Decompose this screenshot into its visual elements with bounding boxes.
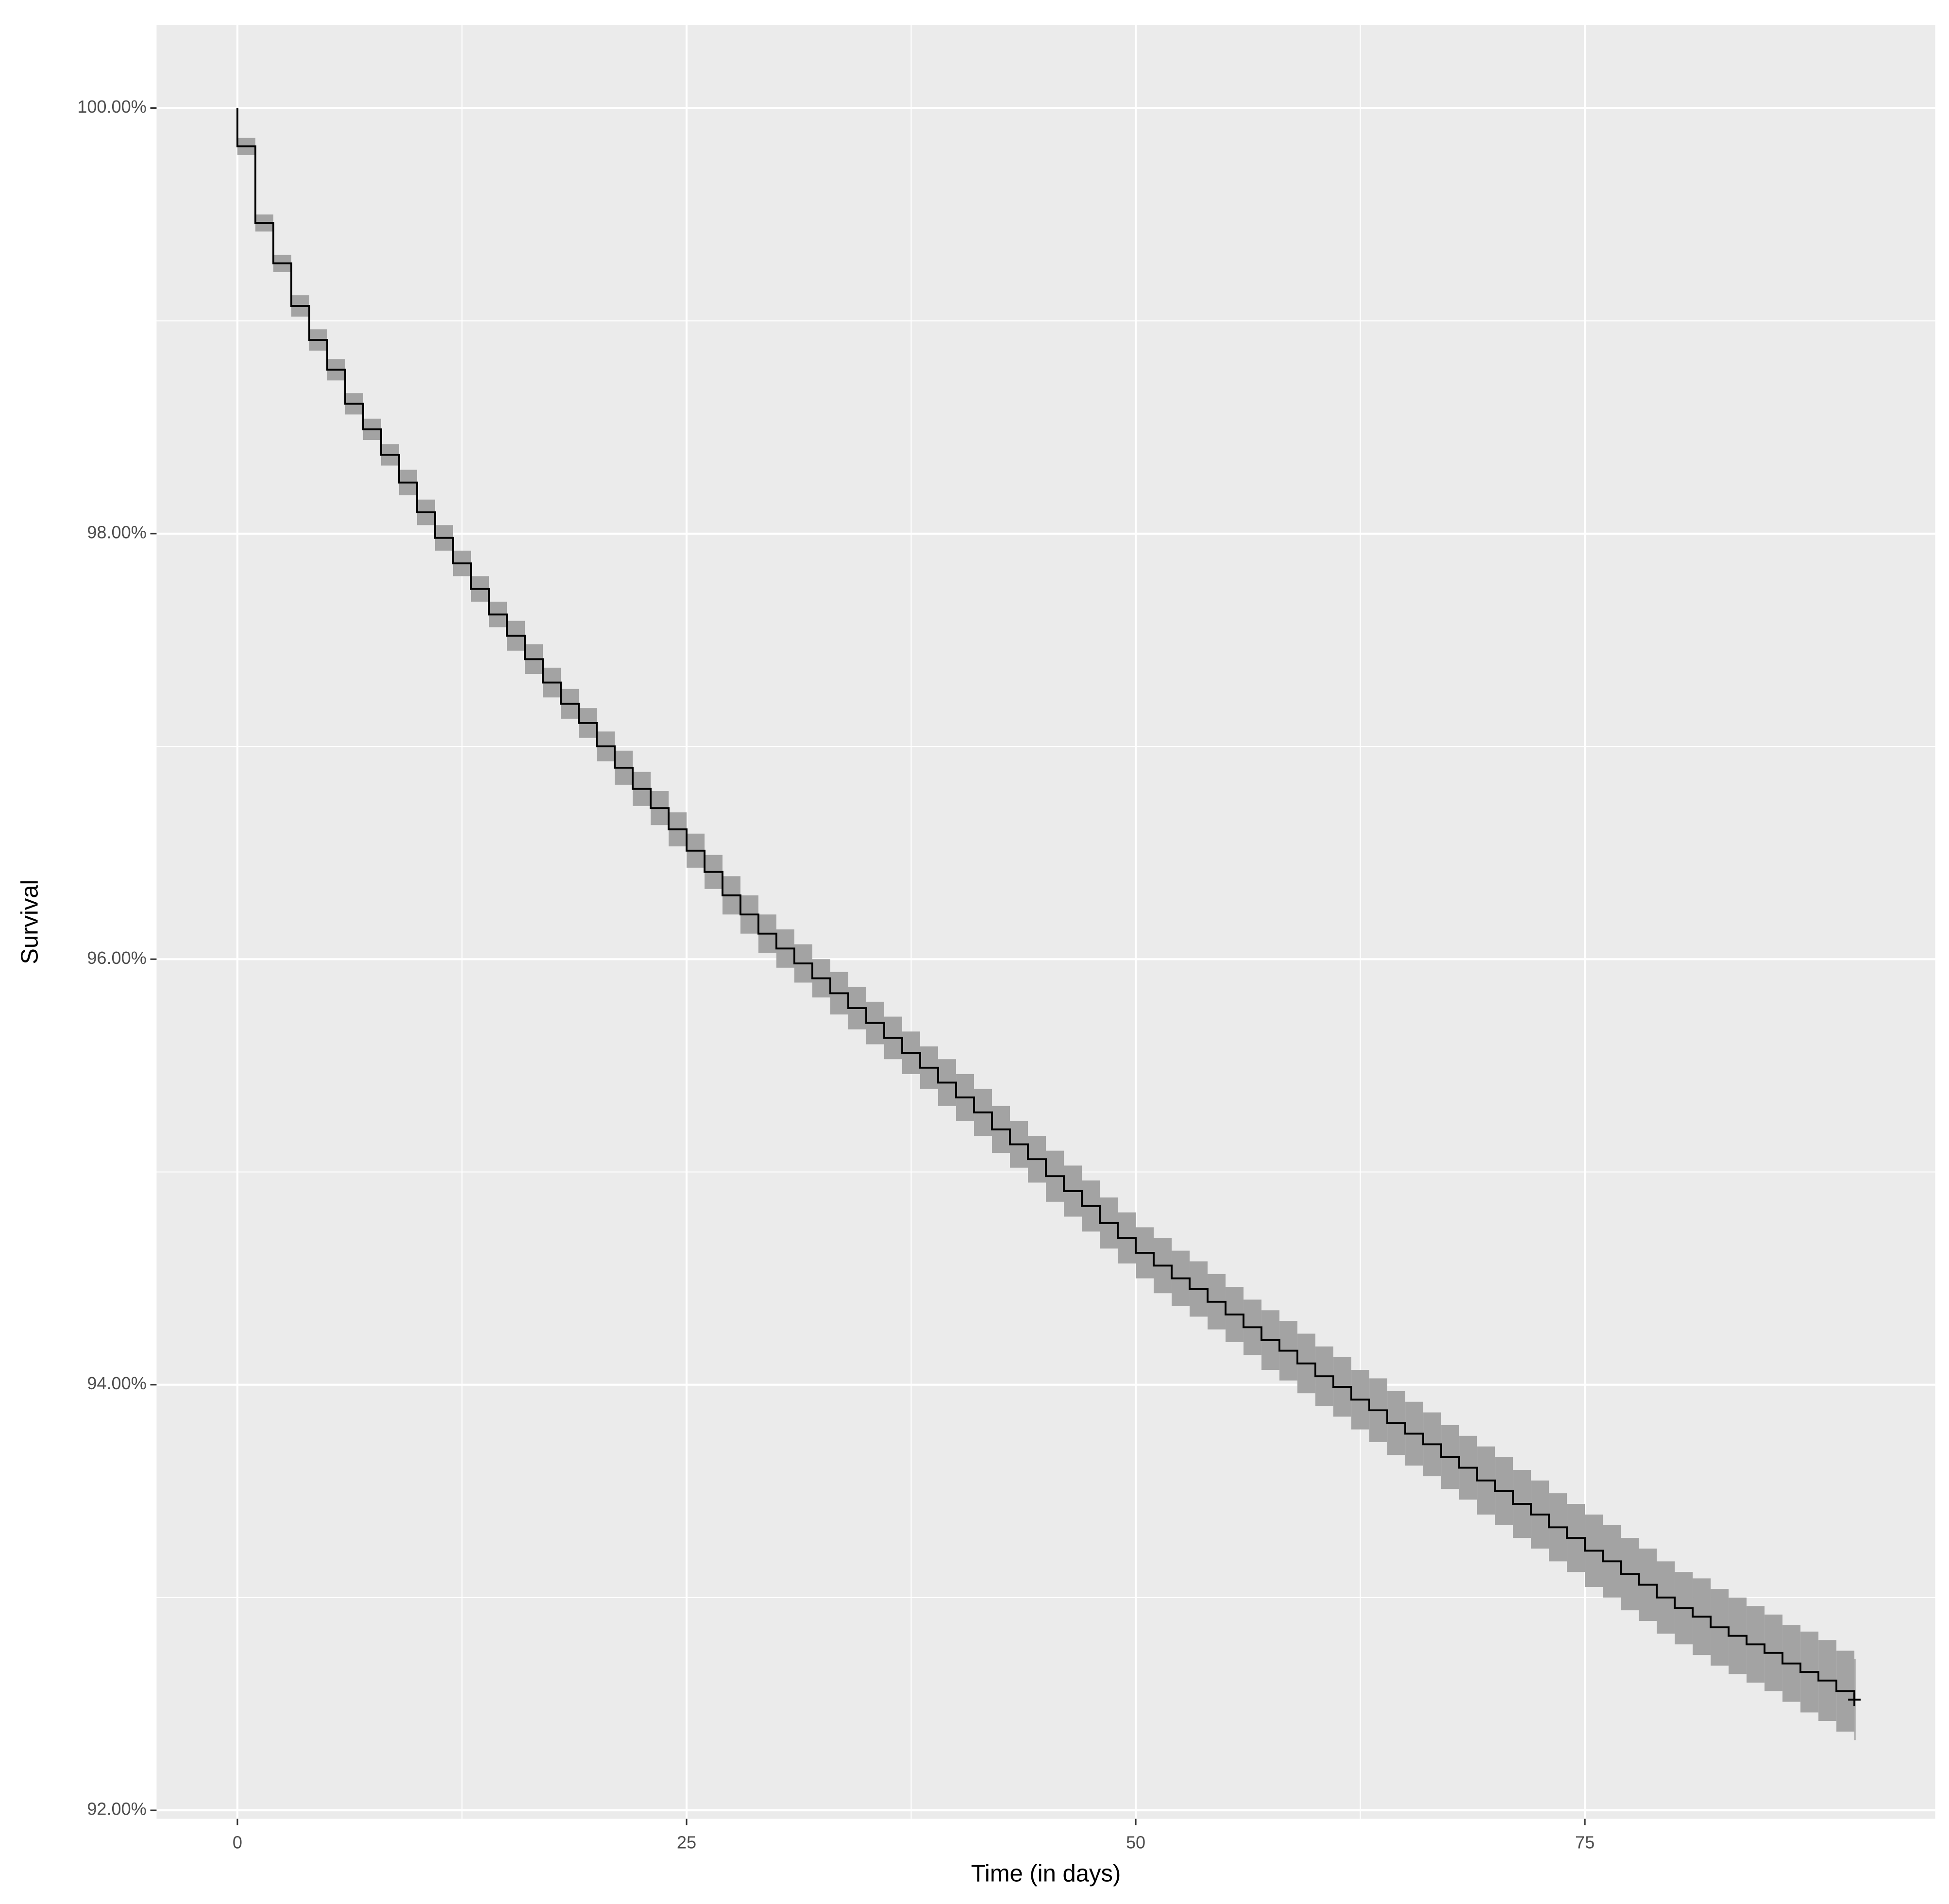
x-tick-label: 0	[233, 1833, 242, 1853]
y-axis-title: Survival	[17, 879, 43, 964]
y-tick-label: 92.00%	[87, 1799, 146, 1819]
x-tick-label: 50	[1126, 1833, 1145, 1853]
y-tick-label: 96.00%	[87, 948, 146, 968]
x-tick-label: 25	[677, 1833, 696, 1853]
censor-mark	[1848, 1693, 1861, 1706]
plot-panel	[156, 25, 1935, 1819]
y-tick-label: 100.00%	[77, 97, 147, 117]
x-tick-label: 75	[1575, 1833, 1595, 1853]
x-axis-title: Time (in days)	[971, 1861, 1121, 1887]
y-tick-label: 98.00%	[87, 522, 146, 542]
y-tick-label: 94.00%	[87, 1373, 146, 1393]
survival-line	[236, 108, 1856, 1700]
